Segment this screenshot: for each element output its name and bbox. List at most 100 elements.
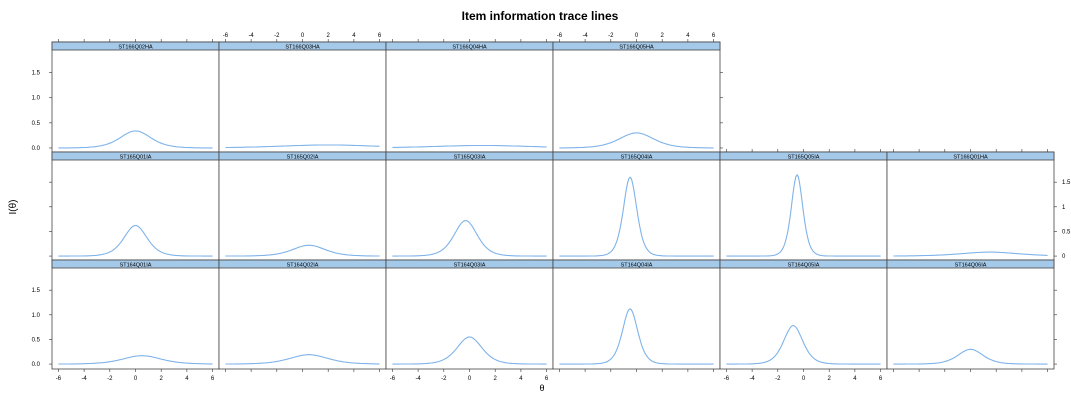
x-tick-label: -2 <box>274 33 280 39</box>
x-tick-label: -4 <box>81 376 87 382</box>
x-tick-label: 2 <box>160 376 164 382</box>
x-tick-label: 0 <box>635 33 639 39</box>
y-axis-label: I(θ) <box>8 200 19 215</box>
panel: ST164Q05IA <box>719 259 888 370</box>
x-tick-label: -4 <box>415 376 421 382</box>
panel: ST164Q06IA <box>886 259 1055 370</box>
x-tick-label: -6 <box>390 376 396 382</box>
panel-grid: ST166Q02HA ST166Q03HA ST166Q04HA ST166Q05HA… <box>32 33 1071 382</box>
panel-frame <box>218 259 387 370</box>
x-tick-label: 2 <box>327 33 331 39</box>
y-tick-label-right: 0.5 <box>1062 229 1071 235</box>
x-tick-label: -6 <box>557 33 563 39</box>
panel-label: ST166Q01HA <box>953 155 988 161</box>
panel: ST165Q03IA <box>385 151 554 262</box>
trace-line <box>58 355 213 365</box>
x-tick-label: 4 <box>352 33 356 39</box>
panel-label: ST165Q02IA <box>287 155 319 161</box>
panel: ST166Q02HA <box>51 41 220 154</box>
trace-line <box>58 130 213 149</box>
x-tick-label: 0 <box>134 376 138 382</box>
panel-label: ST164Q05IA <box>788 263 820 269</box>
y-tick-label: 0.0 <box>32 146 41 152</box>
panel-label: ST165Q05IA <box>788 155 820 161</box>
trace-line <box>726 325 881 365</box>
y-tick-label: 1.0 <box>32 313 41 319</box>
x-tick-label: -2 <box>608 33 614 39</box>
x-tick-label: 0 <box>802 376 806 382</box>
panel-label: ST165Q04IA <box>621 155 653 161</box>
trace-line <box>559 176 714 257</box>
panel-frame <box>385 259 554 370</box>
y-tick-label-right: 1.5 <box>1062 180 1071 186</box>
panel-frame <box>552 259 721 370</box>
panel-frame <box>886 259 1055 370</box>
trace-line <box>559 132 714 149</box>
x-tick-label: 6 <box>545 376 549 382</box>
x-tick-label: 2 <box>494 376 498 382</box>
panel-label: ST166Q02HA <box>118 45 153 51</box>
y-tick-label: 0.5 <box>32 337 41 343</box>
y-tick-label: 1.0 <box>32 96 41 102</box>
panel: ST166Q03HA <box>218 41 387 154</box>
panel-label: ST165Q01IA <box>120 155 152 161</box>
x-tick-label: -6 <box>223 33 229 39</box>
x-tick-label: 6 <box>712 33 716 39</box>
panel-label: ST164Q06IA <box>955 263 987 269</box>
panel: ST166Q01HA <box>886 151 1055 262</box>
panel-label: ST166Q04HA <box>452 45 487 51</box>
panel: ST164Q04IA <box>552 259 721 370</box>
panel-label: ST164Q04IA <box>621 263 653 269</box>
panel: ST166Q05HA <box>552 41 721 154</box>
panel-frame <box>51 41 220 154</box>
panel-label: ST166Q05HA <box>619 45 654 51</box>
y-tick-label: 0.0 <box>32 362 41 368</box>
x-tick-label: -2 <box>441 376 447 382</box>
panel-label: ST164Q01IA <box>120 263 152 269</box>
panel-label: ST164Q03IA <box>454 263 486 269</box>
trace-line <box>392 220 547 257</box>
x-tick-label: 2 <box>661 33 665 39</box>
panel: ST165Q05IA <box>719 151 888 262</box>
panel: ST165Q02IA <box>218 151 387 262</box>
trace-line <box>225 144 380 149</box>
panel: ST164Q03IA <box>385 259 554 370</box>
panel-strip <box>886 259 1055 269</box>
trace-line <box>225 244 380 257</box>
x-tick-label: 0 <box>301 33 305 39</box>
y-tick-label-right: 1 <box>1062 205 1066 211</box>
y-tick-label: 0.5 <box>32 121 41 127</box>
trace-line <box>392 144 547 148</box>
panel-frame <box>719 259 888 370</box>
y-tick-label: 1.5 <box>32 288 41 294</box>
x-tick-label: 6 <box>211 376 215 382</box>
trace-line <box>559 308 714 365</box>
x-tick-label: 4 <box>185 376 189 382</box>
x-tick-label: 0 <box>468 376 472 382</box>
panel-frame <box>385 151 554 262</box>
panel-frame <box>552 41 721 154</box>
panel-frame <box>719 151 888 262</box>
trace-line <box>58 224 213 257</box>
trace-line <box>225 354 380 365</box>
x-tick-label: -4 <box>582 33 588 39</box>
panel-frame <box>51 259 220 370</box>
trace-line <box>392 336 547 365</box>
x-tick-label: 6 <box>879 376 883 382</box>
x-tick-label: 4 <box>519 376 523 382</box>
trace-line <box>893 348 1048 365</box>
panel: ST164Q01IA <box>51 259 220 370</box>
x-axis-label: θ <box>539 383 544 393</box>
panel-label: ST165Q03IA <box>454 155 486 161</box>
x-tick-label: 4 <box>853 376 857 382</box>
panel: ST164Q02IA <box>218 259 387 370</box>
trace-line <box>726 173 881 257</box>
x-tick-label: -6 <box>724 376 730 382</box>
panel-label: ST166Q03HA <box>285 45 320 51</box>
x-tick-label: 2 <box>828 376 832 382</box>
x-tick-label: -4 <box>248 33 254 39</box>
panel-frame <box>218 151 387 262</box>
chart-title: Item information trace lines <box>462 9 619 23</box>
panel: ST165Q04IA <box>552 151 721 262</box>
